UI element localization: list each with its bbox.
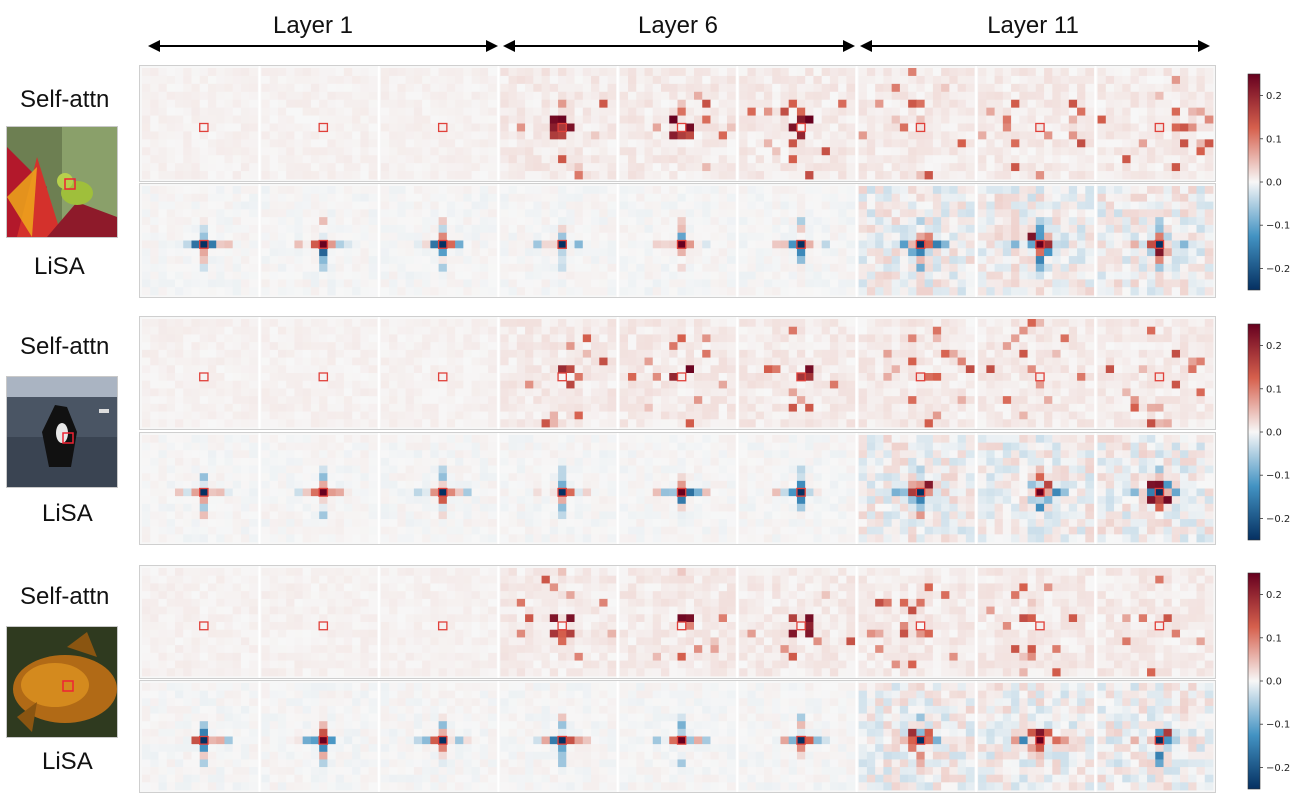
heatmap-cell-group [500,568,616,676]
colorbar-tick-label: −0.1 [1266,471,1290,482]
colorbar-tick-label: −0.2 [1266,264,1290,275]
lisa-panel-row-2 [139,432,1216,545]
heatmap-cell-group [261,319,377,427]
heatmap-cell-group [1098,319,1214,427]
heatmap-cell-group [859,568,975,676]
heatmap-cell-group [500,186,616,295]
colorbar-tick-label: 0.0 [1266,178,1282,189]
heatmap-cell-group [978,186,1094,295]
heatmap-cell-group [261,68,377,179]
heatmap-cell-group [261,435,377,542]
colorbar-tick-label: −0.1 [1266,221,1290,232]
heatmap-cell-group [739,683,855,790]
layer-1-arrow [148,36,498,56]
heatmap-cell-group [620,319,736,427]
heatmap-cell-group [859,435,975,542]
heatmap-cell-group [142,68,258,179]
heatmap-cell-group [859,186,975,295]
layer-6-arrow [503,36,855,56]
colorbar-tick-label: −0.1 [1266,720,1290,731]
orca-thumbnail [6,376,118,488]
heatmap-cell-group [500,435,616,542]
colorbar-tick-label: 0.2 [1266,590,1282,601]
heatmap-cell-group [261,683,377,790]
self-attn-panel-row-3 [139,565,1216,679]
row-label-self-attn-1: Self-attn [20,86,109,114]
row-label-lisa-2: LiSA [42,500,93,528]
heatmap-cell-group [978,683,1094,790]
heatmap-cell-group [381,435,497,542]
colorbar-tick-label: −0.2 [1266,514,1290,525]
goldfish-thumbnail [6,626,118,738]
heatmap-cell-group [739,319,855,427]
heatmap-cell-group [1098,568,1214,676]
lisa-panel-row-3 [139,680,1216,793]
heatmap-cell-group [620,435,736,542]
heatmap-cell-group [500,319,616,427]
colorbar-2: 0.2 0.1 0.0 −0.1 −0.2 [1238,322,1298,542]
row-label-self-attn-2: Self-attn [20,333,109,361]
heatmap-cell-group [1098,68,1214,179]
colorbar-tick-label: 0.0 [1266,677,1282,688]
layer-11-arrow [860,36,1210,56]
heatmap-cell-group [381,683,497,790]
heatmap-cell-group [1098,683,1214,790]
row-label-lisa-3: LiSA [42,748,93,776]
colorbar-tick-label: 0.1 [1266,384,1282,395]
heatmap-cell-group [739,68,855,179]
heatmap-cell-group [978,435,1094,542]
row-label-lisa-1: LiSA [34,253,85,281]
heatmap-cell-group [381,68,497,179]
heatmap-cell-group [978,568,1094,676]
heatmap-cell-group [620,68,736,179]
row-label-self-attn-3: Self-attn [20,583,109,611]
colorbar-tick-label: 0.1 [1266,134,1282,145]
heatmap-cell-group [142,683,258,790]
heatmap-cell-group [978,319,1094,427]
heatmap-cell-group [859,68,975,179]
heatmap-cell-group [620,186,736,295]
heatmap-cell-group [620,568,736,676]
heatmap-cell-group [381,186,497,295]
heatmap-cell-group [142,186,258,295]
heatmap-cell-group [620,683,736,790]
colorbar-3: 0.2 0.1 0.0 −0.1 −0.2 [1238,571,1298,791]
heatmap-cell-group [978,68,1094,179]
colorbar-tick-label: 0.2 [1266,91,1282,102]
heatmap-cell-group [739,568,855,676]
self-attn-panel-row-2 [139,316,1216,430]
frog-thumbnail [6,126,118,238]
heatmap-cell-group [500,683,616,790]
heatmap-cell-group [859,319,975,427]
colorbar-tick-label: 0.1 [1266,633,1282,644]
colorbar-1: 0.2 0.1 0.0 −0.1 −0.2 [1238,72,1298,292]
heatmap-cell-group [500,68,616,179]
heatmap-cell-group [142,435,258,542]
heatmap-cell-group [381,319,497,427]
heatmap-cell-group [1098,435,1214,542]
colorbar-tick-label: −0.2 [1266,763,1290,774]
heatmap-cell-group [381,568,497,676]
heatmap-cell-group [142,319,258,427]
heatmap-cell-group [261,568,377,676]
heatmap-cell-group [1098,186,1214,295]
colorbar-tick-label: 0.0 [1266,428,1282,439]
heatmap-cell-group [739,186,855,295]
lisa-panel-row-1 [139,183,1216,298]
heatmap-cell-group [859,683,975,790]
heatmap-cell-group [739,435,855,542]
heatmap-cell-group [261,186,377,295]
colorbar-tick-label: 0.2 [1266,341,1282,352]
heatmap-cell-group [142,568,258,676]
self-attn-panel-row-1 [139,65,1216,182]
